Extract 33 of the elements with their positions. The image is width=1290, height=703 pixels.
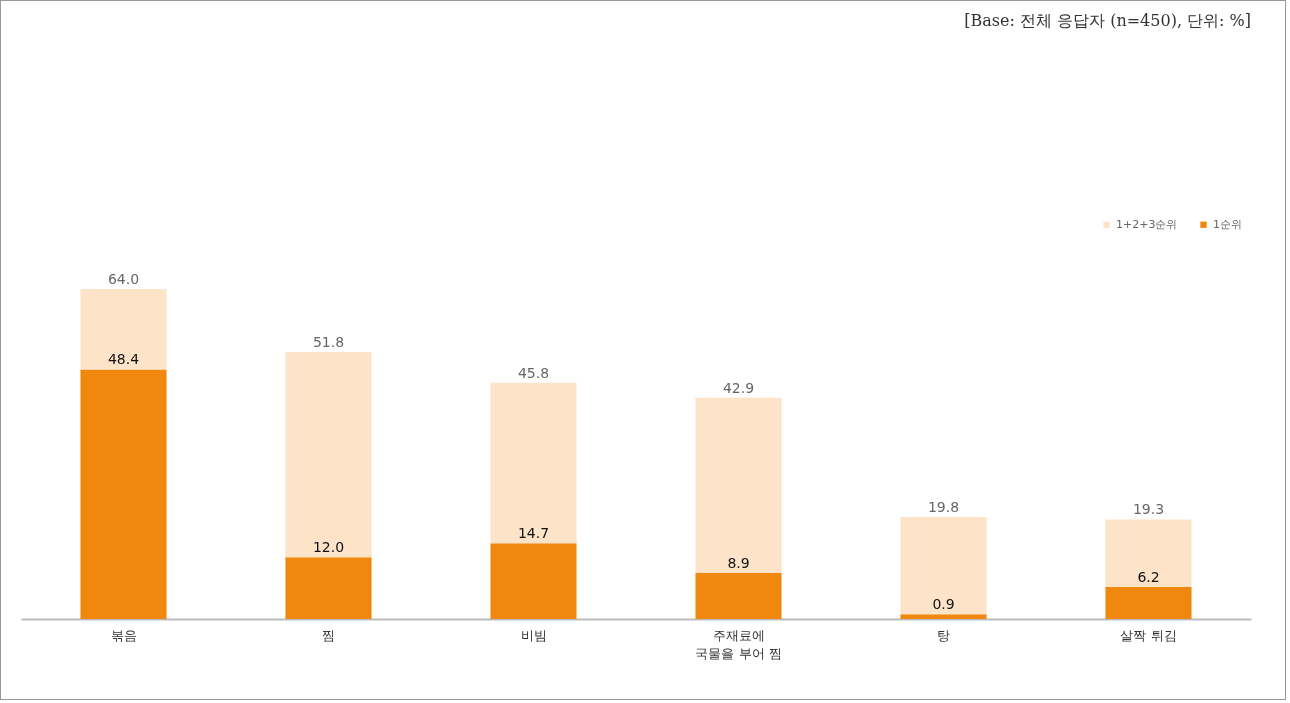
data-label: 48.4	[107, 351, 140, 368]
bar	[1105, 519, 1192, 588]
bar	[900, 614, 987, 619]
bar	[80, 289, 167, 370]
bar	[695, 573, 782, 619]
total-label: 64.0	[107, 271, 140, 287]
bar	[285, 351, 372, 558]
bar	[1105, 587, 1192, 619]
bar	[490, 382, 577, 544]
data-label: 0.9	[932, 596, 955, 613]
x-tick-label: 살짝 튀김	[1120, 627, 1177, 643]
x-tick-label: 볶음	[110, 627, 137, 643]
text: [Base: 전체 응답자 (n=450), 단위: %]	[964, 11, 1251, 30]
data-label: 8.9	[727, 555, 750, 572]
bar	[490, 543, 577, 619]
x-tick-label: 찜	[322, 627, 335, 643]
data-label: 12.0	[312, 539, 345, 556]
total-label: 19.3	[1132, 501, 1165, 518]
bar	[900, 516, 987, 615]
legend-label: 1순위	[1213, 217, 1242, 231]
total-label: 45.8	[517, 364, 550, 381]
total-label: 42.9	[722, 379, 755, 396]
bar	[285, 557, 372, 619]
bar	[695, 397, 782, 574]
bar	[80, 369, 167, 619]
x-tick-label: 탕	[937, 627, 950, 643]
data-label: 6.2	[1137, 569, 1160, 586]
x-tick-label: 주재료에 국물을 부어 찜	[695, 627, 782, 661]
total-label: 19.8	[927, 498, 960, 515]
x-tick-label: 비빔	[520, 627, 547, 643]
total-label: 51.8	[312, 333, 345, 350]
legend-label: 1+2+3순위	[1116, 217, 1178, 231]
data-label: 14.7	[517, 525, 550, 542]
